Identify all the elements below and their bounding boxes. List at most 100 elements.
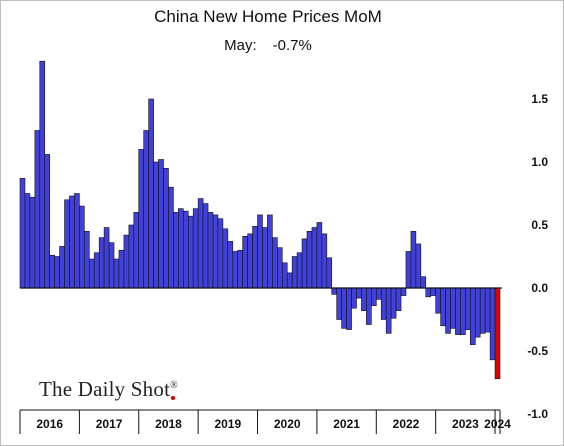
bar	[192, 208, 199, 289]
x-tick-label: 2024	[484, 417, 511, 431]
bar	[59, 246, 65, 289]
bar	[84, 231, 90, 289]
chart-title: China New Home Prices MoM	[154, 7, 382, 26]
bar	[291, 256, 298, 289]
bar	[465, 287, 471, 330]
bar	[296, 252, 303, 289]
bar	[74, 193, 80, 289]
bar	[395, 287, 402, 311]
bar	[262, 227, 268, 289]
bar	[489, 287, 496, 361]
x-tick-label: 2021	[333, 417, 360, 431]
bar	[183, 210, 189, 289]
bar	[479, 287, 486, 334]
bar	[173, 212, 179, 289]
bar	[123, 234, 130, 289]
x-tick-label: 2020	[274, 417, 301, 431]
bar	[153, 161, 159, 289]
bar	[326, 257, 333, 289]
bar	[93, 252, 100, 289]
bar	[158, 159, 164, 289]
bar	[361, 287, 367, 311]
bar	[341, 287, 347, 329]
bar	[336, 287, 342, 320]
y-tick-label: -0.5	[527, 344, 548, 358]
bar	[470, 287, 476, 346]
bar	[371, 287, 377, 306]
chart-subtitle: May: -0.7%	[1, 37, 535, 54]
bar	[212, 214, 219, 289]
bar	[202, 203, 209, 289]
bar	[113, 258, 120, 289]
bar	[178, 208, 184, 289]
y-tick-label: 1.5	[531, 92, 548, 106]
bar	[281, 262, 288, 289]
bar	[257, 214, 263, 289]
y-tick-label: 0.0	[531, 281, 548, 295]
bar	[128, 224, 135, 289]
brand-logo: The Daily Shot®	[39, 377, 178, 402]
bar	[49, 254, 55, 289]
subtitle-value: -0.7%	[272, 37, 312, 54]
bar	[405, 251, 412, 289]
bar	[460, 287, 466, 335]
bar	[232, 251, 239, 289]
bar	[400, 287, 407, 296]
bar	[227, 241, 234, 289]
bar	[316, 222, 323, 289]
bar	[331, 287, 337, 295]
bar	[39, 60, 46, 289]
bar	[103, 227, 110, 289]
y-tick-label: 0.5	[531, 218, 548, 232]
brand-text: The Daily Shot	[39, 377, 171, 401]
bar	[420, 276, 427, 289]
bar	[415, 243, 422, 289]
bar	[440, 287, 446, 327]
bar	[187, 215, 194, 289]
bar	[267, 214, 273, 289]
bar	[484, 287, 491, 333]
bar	[217, 218, 224, 289]
bar-series	[19, 60, 502, 380]
bar	[306, 231, 313, 289]
bar	[138, 149, 145, 289]
bar	[207, 212, 214, 289]
y-tick-label: 1.0	[531, 155, 548, 169]
bar	[54, 256, 60, 289]
x-tick-label: 2016	[36, 417, 63, 431]
bar	[277, 247, 283, 289]
bar-latest	[494, 287, 501, 380]
y-tick-label: -1.0	[527, 407, 548, 421]
bar	[242, 236, 248, 289]
bar	[44, 154, 50, 289]
bar	[197, 198, 204, 289]
bar	[455, 287, 461, 335]
bar	[252, 225, 258, 289]
bar	[143, 130, 149, 289]
bar	[375, 287, 382, 300]
brand-registered-mark: ®	[170, 380, 178, 391]
bar	[108, 242, 115, 289]
bar	[346, 287, 352, 330]
bar	[321, 233, 328, 289]
bar	[311, 227, 318, 289]
bar	[118, 249, 125, 289]
bar	[69, 195, 75, 289]
bar	[450, 287, 456, 329]
bar	[435, 287, 441, 314]
x-tick-label: 2018	[155, 417, 182, 431]
bar	[385, 287, 392, 334]
bar	[79, 205, 85, 289]
bar	[445, 287, 451, 334]
x-tick-label: 2022	[393, 417, 420, 431]
bar	[366, 287, 372, 325]
x-tick-label: 2017	[96, 417, 123, 431]
bar	[88, 258, 95, 289]
x-tick-label: 2019	[214, 417, 241, 431]
bar	[272, 237, 278, 289]
bar	[430, 287, 436, 296]
bar	[29, 196, 36, 289]
bar	[34, 130, 41, 289]
